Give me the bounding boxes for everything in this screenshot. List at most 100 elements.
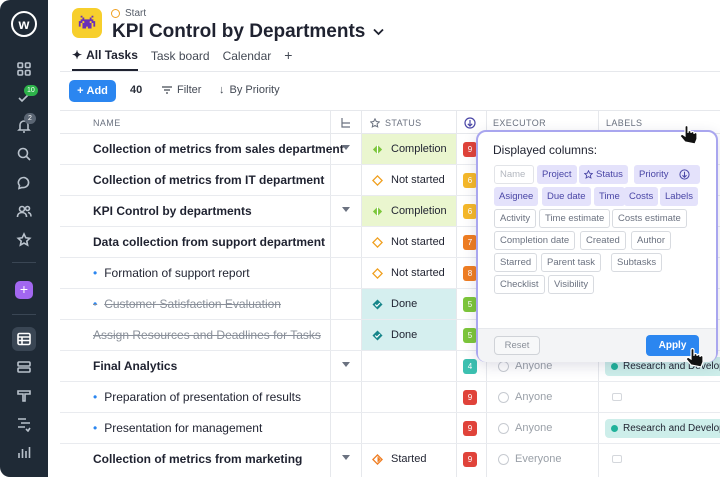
- task-name[interactable]: Collection of metrics from sales departm…: [93, 142, 344, 156]
- priority-badge[interactable]: 9: [463, 452, 477, 467]
- subtask-name[interactable]: • Formation of support report: [93, 258, 250, 288]
- task-name[interactable]: Final Analytics: [93, 359, 178, 373]
- chip-project[interactable]: Project: [537, 165, 577, 184]
- executor-cell[interactable]: Anyone: [498, 413, 552, 443]
- subtasks-toggle-icon[interactable]: [340, 111, 352, 134]
- table-row[interactable]: Collection of metrics from marketing Sta…: [60, 444, 720, 475]
- chip-starred[interactable]: Starred: [494, 253, 538, 272]
- task-name[interactable]: Collection of metrics from marketing: [93, 452, 303, 466]
- expand-chevron-icon[interactable]: [342, 145, 350, 150]
- task-name[interactable]: Assign Resources and Deadlines for Tasks: [93, 328, 321, 342]
- chip-visibility[interactable]: Visibility: [548, 275, 595, 294]
- task-name[interactable]: KPI Control by departments: [93, 204, 252, 218]
- users-icon[interactable]: [14, 201, 34, 221]
- executor-cell[interactable]: Anyone: [498, 382, 552, 412]
- priority-badge[interactable]: 5: [463, 328, 477, 343]
- board-view-icon[interactable]: [14, 386, 34, 406]
- page-title[interactable]: KPI Control by Departments: [112, 21, 385, 43]
- breadcrumb[interactable]: Start: [111, 8, 146, 19]
- chip-completion-date[interactable]: Completion date: [494, 231, 576, 250]
- priority-badge[interactable]: 8: [463, 266, 477, 281]
- table-row[interactable]: • Preparation of presentation of results…: [60, 382, 720, 413]
- status-cell[interactable]: Started: [362, 444, 456, 474]
- tasks-check-icon[interactable]: [14, 88, 34, 108]
- logo-icon[interactable]: w: [11, 11, 37, 37]
- column-header-labels[interactable]: LABELS: [606, 117, 643, 128]
- add-button[interactable]: + Add: [69, 80, 116, 102]
- table-row[interactable]: Data collection from support department …: [60, 227, 720, 258]
- status-cell[interactable]: Completion: [362, 134, 456, 164]
- label-pill[interactable]: Research and Develop: [605, 419, 720, 438]
- task-name[interactable]: Data collection from support department: [93, 235, 326, 249]
- chip-priority[interactable]: Priority: [634, 165, 700, 184]
- table-row[interactable]: Collection of metrics from IT department…: [60, 165, 720, 196]
- column-header-name[interactable]: NAME: [93, 117, 121, 128]
- apply-button[interactable]: Apply: [646, 335, 699, 356]
- status-cell[interactable]: Not started: [362, 258, 456, 288]
- chat-icon[interactable]: [14, 173, 34, 193]
- star-icon[interactable]: [14, 230, 34, 250]
- subtask-name[interactable]: • Customer Satisfaction Evaluation: [93, 289, 281, 319]
- chip-created[interactable]: Created: [580, 231, 626, 250]
- chip-name-placeholder[interactable]: Name: [494, 165, 534, 184]
- expand-chevron-icon[interactable]: [342, 362, 350, 367]
- priority-sort-icon[interactable]: [464, 111, 476, 134]
- table-row[interactable]: KPI Control by departments Completion 6: [60, 196, 720, 227]
- table-row[interactable]: • Customer Satisfaction Evaluation Done …: [60, 289, 720, 320]
- chip-time[interactable]: Time: [594, 187, 625, 206]
- subtask-name[interactable]: • Preparation of presentation of results: [93, 382, 301, 412]
- table-row[interactable]: Assign Resources and Deadlines for Tasks…: [60, 320, 720, 351]
- tab-calendar[interactable]: Calendar: [222, 49, 272, 63]
- task-name[interactable]: Collection of metrics from IT department: [93, 173, 325, 187]
- gantt-view-icon[interactable]: [14, 414, 34, 434]
- chip-activity[interactable]: Activity: [494, 209, 537, 228]
- chevron-down-icon[interactable]: [373, 28, 385, 36]
- chip-status[interactable]: Status: [579, 165, 628, 184]
- grid-icon[interactable]: [14, 59, 34, 79]
- table-view-icon[interactable]: [14, 329, 34, 349]
- chip-author[interactable]: Author: [631, 231, 671, 250]
- chip-time-estimate[interactable]: Time estimate: [539, 209, 611, 228]
- chip-labels[interactable]: Labels: [660, 187, 698, 206]
- create-plus-icon[interactable]: +: [15, 281, 33, 299]
- column-header-status[interactable]: STATUS: [370, 111, 422, 134]
- priority-badge[interactable]: 9: [463, 142, 477, 157]
- chip-checklist[interactable]: Checklist: [494, 275, 545, 294]
- priority-badge[interactable]: 9: [463, 421, 477, 436]
- search-icon[interactable]: [14, 144, 34, 164]
- table-row[interactable]: • Presentation for management 9 Anyone R…: [60, 413, 720, 444]
- reports-icon[interactable]: [14, 442, 34, 462]
- chip-asignee[interactable]: Asignee: [494, 187, 539, 206]
- status-cell[interactable]: Not started: [362, 165, 456, 195]
- expand-chevron-icon[interactable]: [342, 455, 350, 460]
- sort-button[interactable]: ↓ By Priority: [219, 84, 280, 96]
- priority-badge[interactable]: 5: [463, 297, 477, 312]
- tab-task-board[interactable]: Task board: [150, 49, 210, 63]
- priority-badge[interactable]: 6: [463, 204, 477, 219]
- chip-costs-estimate[interactable]: Costs estimate: [612, 209, 687, 228]
- reset-button[interactable]: Reset: [494, 336, 540, 355]
- list-view-icon[interactable]: [14, 357, 34, 377]
- status-cell[interactable]: Done: [362, 320, 456, 350]
- expand-chevron-icon[interactable]: [342, 207, 350, 212]
- chip-costs[interactable]: Costs: [624, 187, 659, 206]
- add-view-button[interactable]: +: [284, 47, 293, 63]
- status-cell[interactable]: Completion: [362, 196, 456, 226]
- status-cell[interactable]: Not started: [362, 227, 456, 257]
- column-header-executor[interactable]: EXECUTOR: [493, 117, 547, 128]
- empty-label-icon[interactable]: [612, 393, 622, 401]
- tab-all-tasks[interactable]: ✦ All Tasks: [72, 48, 138, 71]
- status-cell[interactable]: Done: [362, 289, 456, 319]
- breadcrumb-label[interactable]: Start: [125, 8, 147, 19]
- subtask-name[interactable]: • Presentation for management: [93, 413, 262, 443]
- table-row[interactable]: • Formation of support report Not starte…: [60, 258, 720, 289]
- priority-badge[interactable]: 6: [463, 173, 477, 188]
- table-row[interactable]: Collection of metrics from sales departm…: [60, 134, 720, 165]
- chip-due-date[interactable]: Due date: [542, 187, 591, 206]
- empty-label-icon[interactable]: [612, 455, 622, 463]
- executor-cell[interactable]: Everyone: [498, 444, 561, 474]
- filter-button[interactable]: Filter: [162, 84, 201, 96]
- chip-subtasks[interactable]: Subtasks: [611, 253, 663, 272]
- priority-badge[interactable]: 4: [463, 359, 477, 374]
- priority-badge[interactable]: 9: [463, 390, 477, 405]
